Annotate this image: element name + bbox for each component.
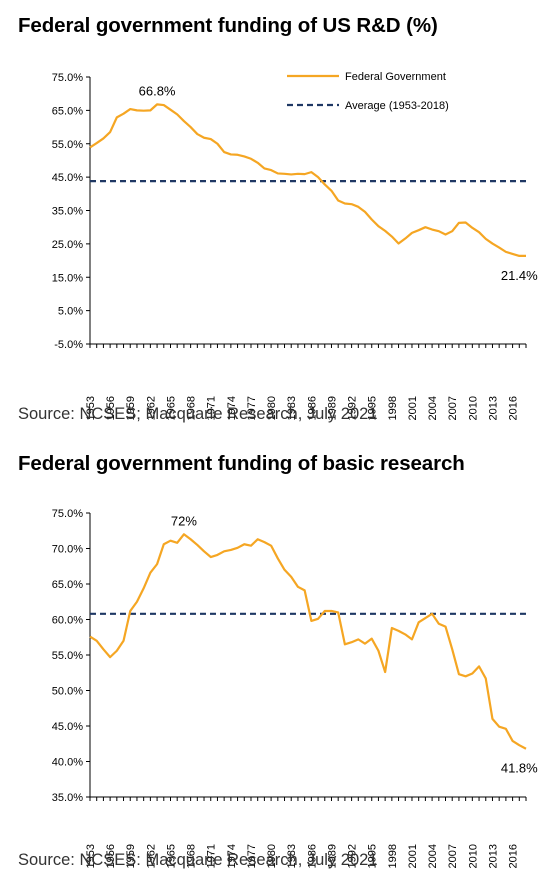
x-tick-label: 1962 — [145, 396, 157, 420]
x-tick-label: 1956 — [105, 844, 117, 868]
x-tick-label: 2013 — [487, 844, 499, 868]
chart1-plot: 75.0% 65.0% 55.0% 45.0% 35.0% 25.0% 15.0% 5.0% -… — [52, 71, 538, 420]
x-tick-label: 1995 — [367, 844, 379, 868]
y-tick-label: 65.0% — [52, 105, 83, 117]
y-tick-label: 65.0% — [52, 579, 83, 591]
legend-series-label: Federal Government — [345, 71, 446, 83]
x-tick-label: 1989 — [326, 844, 338, 868]
legend-average-label: Average (1953-2018) — [345, 100, 449, 112]
data-label: 41.8% — [501, 761, 538, 776]
x-tick-label: 1983 — [286, 844, 298, 868]
x-tick-label: 1971 — [206, 844, 218, 868]
x-tick-label: 1989 — [326, 396, 338, 420]
y-tick-label: 45.0% — [52, 721, 83, 733]
x-tick-label: 1971 — [206, 396, 218, 420]
y-tick-label: 75.0% — [52, 508, 83, 520]
x-tick-label: 1998 — [387, 844, 399, 868]
x-tick-label: 1965 — [165, 396, 177, 420]
x-tick-label: 1980 — [266, 396, 278, 420]
y-tick-label: 15.0% — [52, 272, 83, 284]
x-tick-label: 2001 — [407, 396, 419, 420]
y-tick-label: 35.0% — [52, 206, 83, 218]
x-tick-label: 2007 — [447, 844, 459, 868]
x-tick-label: 1959 — [125, 844, 137, 868]
data-label: 21.4% — [501, 268, 538, 283]
series-line — [89, 533, 527, 750]
chart2-title: Federal government funding of basic rese… — [18, 452, 465, 475]
x-tick-label: 1977 — [246, 396, 258, 420]
x-tick-label: 2010 — [467, 844, 479, 868]
x-tick-label: 1974 — [226, 844, 238, 868]
y-tick-label: 55.0% — [52, 139, 83, 151]
x-tick-label: 2004 — [427, 396, 439, 420]
x-tick-label: 1977 — [246, 844, 258, 868]
y-tick-label: 50.0% — [52, 686, 83, 698]
x-tick-label: 2016 — [508, 396, 520, 420]
y-tick-label: 5.0% — [58, 306, 83, 318]
chart1-source: Source: NCSES; Macquarie Research, July … — [18, 405, 378, 423]
x-tick-label: 1959 — [125, 396, 137, 420]
x-tick-label: 1986 — [306, 844, 318, 868]
x-tick-label: 1986 — [306, 396, 318, 420]
x-tick-label: 2013 — [487, 396, 499, 420]
x-tick-label: 1992 — [347, 844, 359, 868]
y-tick-label: 35.0% — [52, 792, 83, 804]
data-label: 66.8% — [139, 83, 176, 98]
x-tick-label: 1956 — [105, 396, 117, 420]
y-tick-label: 45.0% — [52, 172, 83, 184]
x-tick-label: 1992 — [347, 396, 359, 420]
y-tick-label: 40.0% — [52, 757, 83, 769]
x-tick-label: 2001 — [407, 844, 419, 868]
y-tick-label: 25.0% — [52, 239, 83, 251]
chart2-source: Source: NCSES: Macquarie Research, July … — [18, 851, 378, 869]
chart1-title: Federal government funding of US R&D (%) — [18, 14, 438, 37]
y-tick-label: 75.0% — [52, 72, 83, 84]
x-tick-label: 1968 — [186, 844, 198, 868]
x-tick-label: 1953 — [85, 844, 97, 868]
x-tick-label: 1974 — [226, 396, 238, 420]
y-tick-label: -5.0% — [54, 339, 83, 351]
y-tick-label: 55.0% — [52, 650, 83, 662]
data-label: 72% — [171, 513, 197, 528]
chart2-plot: 75.0% 70.0% 65.0% 60.0% 55.0% 50.0% 45.0% 40.0%… — [52, 508, 538, 868]
x-tick-label: 1962 — [145, 844, 157, 868]
x-tick-label: 2010 — [467, 396, 479, 420]
x-tick-label: 1998 — [387, 396, 399, 420]
x-tick-label: 1968 — [186, 396, 198, 420]
x-tick-label: 1983 — [286, 396, 298, 420]
x-tick-label: 2016 — [508, 844, 520, 868]
x-tick-label: 1995 — [367, 396, 379, 420]
x-tick-label: 2004 — [427, 844, 439, 868]
y-tick-label: 60.0% — [52, 615, 83, 627]
x-tick-label: 2007 — [447, 396, 459, 420]
series-line — [89, 103, 526, 257]
x-tick-label: 1980 — [266, 844, 278, 868]
x-tick-label: 1965 — [165, 844, 177, 868]
x-tick-label: 1953 — [85, 396, 97, 420]
y-tick-label: 70.0% — [52, 544, 83, 556]
